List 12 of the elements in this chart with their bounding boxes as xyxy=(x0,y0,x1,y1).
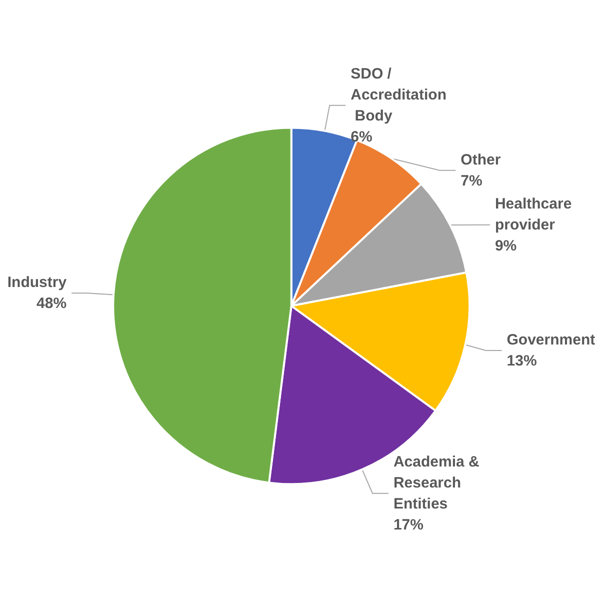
slice-label: Government xyxy=(506,331,596,348)
slice-label: Industry xyxy=(7,274,68,292)
slice-label: Other xyxy=(460,151,501,168)
data-label: 6% xyxy=(350,128,372,146)
slice-label: Healthcare provider xyxy=(494,195,576,234)
data-label: 7% xyxy=(460,172,482,190)
slice-label: Academia & Research Entities xyxy=(393,453,484,512)
data-label: 13% xyxy=(506,352,537,370)
slice-label: SDO / Accreditation Body xyxy=(350,65,446,124)
data-label: 9% xyxy=(494,237,517,254)
data-label: 17% xyxy=(393,516,424,534)
data-label: 48% xyxy=(36,295,67,312)
